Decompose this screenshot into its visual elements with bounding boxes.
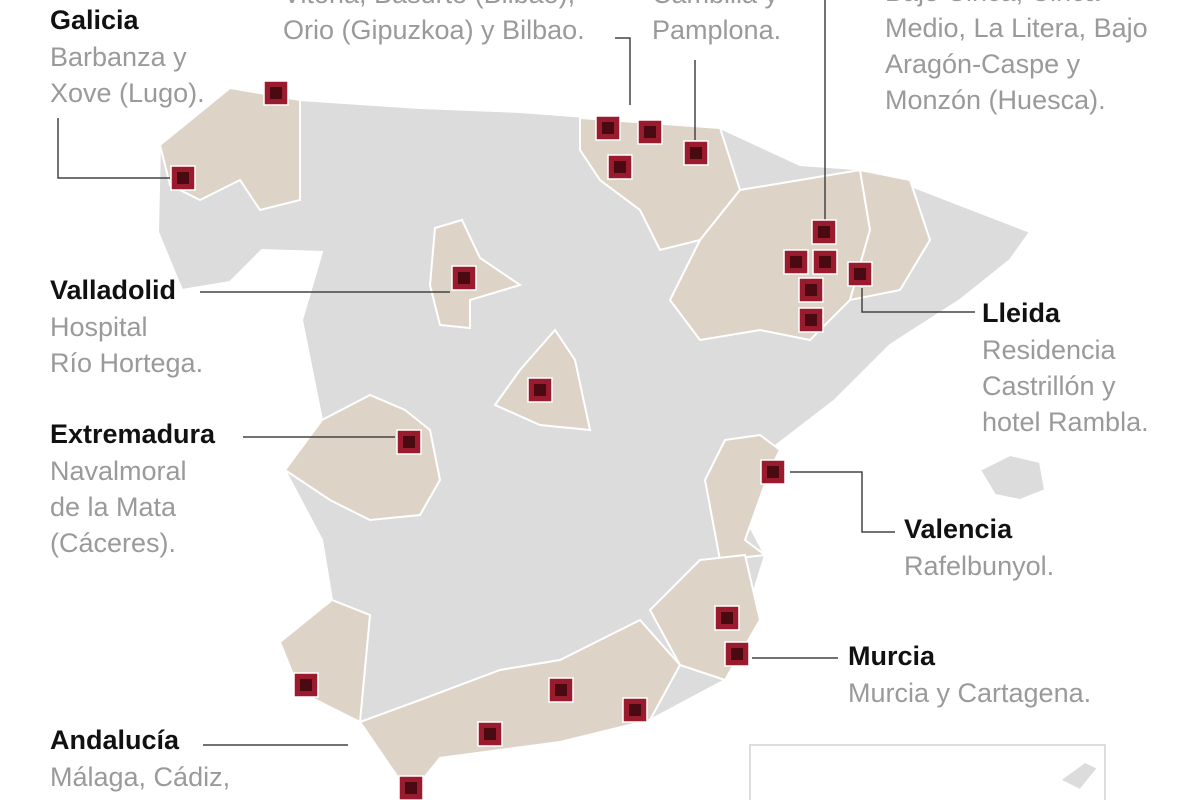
marker-inner [629,704,641,716]
region-detail: Cambilla y [652,0,779,9]
marker-inner [721,612,733,624]
marker-inner [177,172,189,184]
leader-line [790,471,895,533]
region-detail: Barbanza y [50,42,187,72]
region-detail: Residencia [982,335,1117,365]
marker-inner [405,782,417,794]
canary-island [1058,760,1100,792]
region-name: Valencia [904,514,1013,544]
region-name: Extremadura [50,419,216,449]
canary-inset [749,744,1106,800]
region-detail: Orio (Gipuzkoa) y Bilbao. [283,15,585,45]
marker-inner [403,436,415,448]
region-detail: Murcia y Cartagena. [848,678,1091,708]
region-name: Andalucía [50,725,180,755]
labels: Galicia Barbanza y Xove (Lugo). Valladolid H… [50,0,1149,792]
marker-inner [458,272,470,284]
site-marker [798,307,824,333]
marker-inner [602,122,614,134]
marker-outer [637,119,663,145]
region-detail: Pamplona. [652,15,781,45]
marker-outer [527,377,553,403]
region-detail: Navalmoral [50,456,187,486]
site-marker [170,165,196,191]
site-marker [714,605,740,631]
marker-outer [263,80,289,106]
marker-inner [270,87,282,99]
site-marker [760,459,786,485]
site-marker [595,115,621,141]
marker-inner [534,384,546,396]
site-marker [477,721,503,747]
region-detail: (Cáceres). [50,528,176,558]
balearic-island [978,453,1047,502]
marker-outer [170,165,196,191]
site-marker [607,154,633,180]
site-marker [812,249,838,275]
region-detail: Xove (Lugo). [50,78,205,108]
region-detail: Castrillón y [982,371,1116,401]
region [283,393,442,522]
region-name: Murcia [848,641,936,671]
region-detail: de la Mata [50,492,177,522]
region-detail: Vitoria, Basurto (Bilbao), [283,0,575,9]
site-marker [396,429,422,455]
region-detail: hotel Rambla. [982,407,1149,437]
site-marker [683,140,709,166]
site-marker [811,219,837,245]
marker-inner [819,256,831,268]
leader-line [615,37,631,105]
region-detail: Hospital [50,312,148,342]
region-detail: Aragón-Caspe y [885,49,1081,79]
marker-inner [805,314,817,326]
marker-inner [767,466,779,478]
site-marker [451,265,477,291]
marker-inner [614,161,626,173]
region-name: Valladolid [50,275,176,305]
region-detail: Bajo Cinca, Cinca [885,0,1101,7]
site-marker [783,249,809,275]
site-marker [798,277,824,303]
site-marker [398,775,424,800]
region-detail: Málaga, Cádiz, [50,762,230,792]
site-marker [527,377,553,403]
marker-outer [811,219,837,245]
marker-inner [731,648,743,660]
region-name: Lleida [982,298,1061,328]
region-name: Galicia [50,5,140,35]
marker-inner [484,728,496,740]
region-detail: Monzón (Huesca). [885,85,1106,115]
marker-outer [683,140,709,166]
site-marker [637,119,663,145]
leader-line [861,288,975,313]
region-detail: Río Hortega. [50,348,203,378]
marker-inner [818,226,830,238]
site-marker [263,80,289,106]
marker-inner [555,684,567,696]
markers [170,80,873,800]
marker-inner [690,147,702,159]
site-marker [293,672,319,698]
marker-inner [300,679,312,691]
marker-inner [854,268,866,280]
marker-inner [644,126,656,138]
site-marker [847,261,873,287]
site-marker [724,641,750,667]
site-marker [622,697,648,723]
site-marker [548,677,574,703]
leader-lines [57,0,975,746]
region-detail: Rafelbunyol. [904,551,1054,581]
region-detail: Medio, La Litera, Bajo [885,13,1148,43]
marker-inner [805,284,817,296]
leader-line [57,118,170,179]
marker-inner [790,256,802,268]
